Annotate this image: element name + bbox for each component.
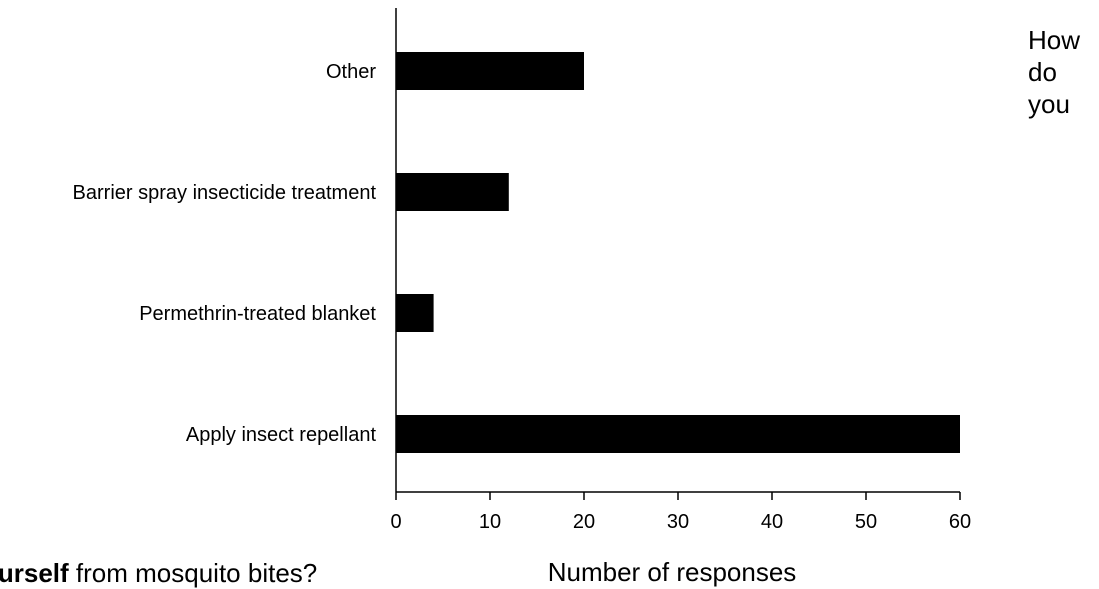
x-axis-title: Number of responses xyxy=(548,557,797,587)
bar xyxy=(396,415,960,453)
x-tick-label: 10 xyxy=(479,511,501,533)
category-label: Other xyxy=(326,61,376,83)
x-tick-label: 30 xyxy=(667,511,689,533)
bar xyxy=(396,173,509,211)
title-rest: from mosquito bites? xyxy=(68,558,318,588)
title-word: you xyxy=(1028,89,1070,119)
category-label: Apply insect repellant xyxy=(186,424,377,446)
x-tick-label: 20 xyxy=(573,511,595,533)
category-label: Barrier spray insecticide treatment xyxy=(73,182,377,204)
x-axis-ticks: 0 10 20 30 40 50 60 xyxy=(390,492,971,533)
x-tick-label: 50 xyxy=(855,511,877,533)
title-bold-word: ourself xyxy=(0,558,69,588)
bar xyxy=(396,294,434,332)
x-tick-label: 60 xyxy=(949,511,971,533)
chart-title-side: How do you xyxy=(1028,24,1098,120)
x-tick-label: 40 xyxy=(761,511,783,533)
chart-title-bottom: ourself from mosquito bites? xyxy=(0,557,317,589)
bars-group xyxy=(396,52,960,453)
x-tick-label: 0 xyxy=(390,511,401,533)
category-labels: Apply insect repellant Permethrin-treated… xyxy=(73,61,377,446)
title-word: do xyxy=(1028,57,1057,87)
bar xyxy=(396,52,584,90)
title-word: How xyxy=(1028,25,1081,55)
category-label: Permethrin-treated blanket xyxy=(139,303,376,325)
